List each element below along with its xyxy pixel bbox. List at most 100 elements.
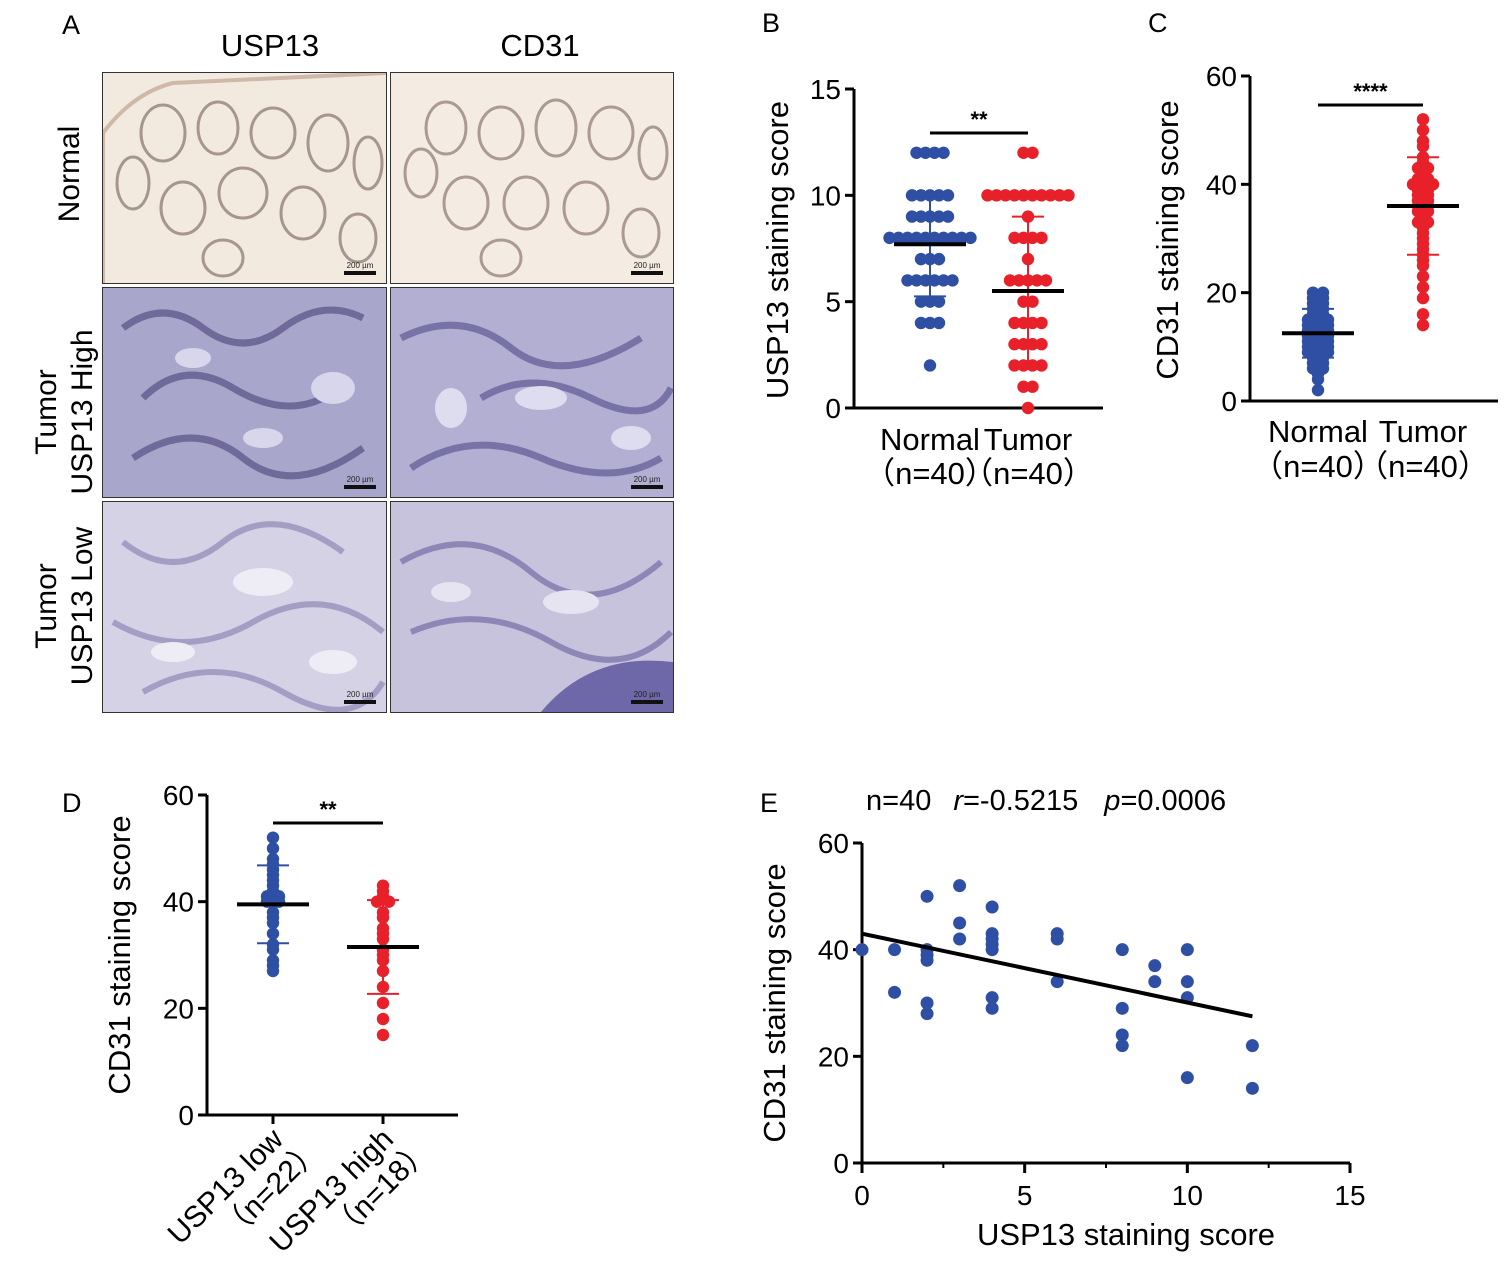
histology-image-tumor-low-usp13: 200 µm	[102, 501, 387, 713]
data-point	[920, 996, 934, 1010]
data-point-blue	[914, 252, 928, 266]
data-point-blue	[883, 231, 896, 245]
data-point-blue	[1311, 373, 1325, 386]
data-point	[1180, 1071, 1194, 1085]
data-point-blue	[266, 964, 280, 978]
data-point-red	[1026, 338, 1039, 351]
data-point-blue	[928, 274, 941, 287]
data-point-red	[1044, 189, 1057, 202]
data-point-red	[1017, 231, 1030, 245]
x-tick-label: 15	[1334, 1180, 1365, 1211]
y-tick-label: 60	[163, 780, 194, 811]
data-point	[1148, 959, 1162, 973]
scale-bar: 200 µm	[344, 475, 376, 489]
data-point	[953, 916, 967, 930]
y-tick-label: 60	[1206, 61, 1237, 92]
data-point-blue	[937, 274, 950, 287]
data-point	[1115, 1001, 1129, 1015]
chart-c: C 0 20 40 60 CD31 staining score Normal（n=40）T…	[1148, 8, 1498, 484]
data-point-red	[1039, 274, 1053, 287]
data-point-blue	[941, 189, 955, 202]
x-category-n: （n=40）	[1252, 449, 1384, 484]
regression-line	[861, 931, 1253, 1019]
histology-image-tumor-high-cd31: 200 µm	[390, 287, 674, 498]
column-header-usp13: USP13	[220, 28, 320, 63]
stats-annotation-part: =0.0006	[1120, 785, 1226, 817]
stats-annotation-part: =-0.5215	[963, 785, 1078, 817]
data-point-red	[376, 996, 390, 1010]
data-point-blue	[964, 231, 977, 245]
stats-annotation-part: r	[953, 785, 964, 817]
data-point-red	[990, 189, 1003, 202]
data-point-blue	[905, 210, 919, 223]
tissue-pattern	[103, 73, 386, 283]
y-tick-label: 60	[818, 828, 849, 859]
y-tick-label: 15	[810, 74, 841, 105]
data-point-red	[1017, 189, 1030, 202]
data-point	[855, 943, 869, 957]
y-axis-label: CD31 staining score	[1150, 100, 1185, 379]
data-point-red	[1416, 140, 1430, 153]
scale-bar: 200 µm	[631, 261, 663, 275]
y-tick-label: 40	[1206, 169, 1237, 200]
data-point-red	[1008, 316, 1021, 330]
tissue-pattern	[399, 321, 673, 477]
significance-label: **	[319, 797, 337, 822]
data-point-blue	[955, 231, 968, 245]
tissue-pattern	[399, 541, 673, 712]
scale-bar: 200 µm	[344, 690, 376, 704]
x-tick-label: 0	[854, 1180, 870, 1211]
data-point-blue	[919, 146, 932, 159]
y-tick-label: 5	[825, 287, 841, 318]
y-tick-label: 20	[163, 993, 194, 1024]
tissue-pattern	[120, 306, 366, 480]
data-point-red	[1035, 316, 1048, 330]
data-point-blue	[901, 274, 914, 287]
data-point-blue	[932, 210, 946, 223]
data-point-red	[1416, 318, 1430, 332]
data-point-red	[1035, 338, 1048, 351]
data-point-red	[1008, 189, 1021, 202]
scale-bar-label: 200 µm	[346, 690, 374, 699]
data-point-red	[1416, 281, 1430, 294]
y-tick-label: 0	[825, 393, 841, 424]
stats-annotation-part: p	[1103, 785, 1120, 817]
data-point-red	[1053, 189, 1066, 202]
x-category-n: （n=40）	[962, 456, 1094, 491]
data-point-blue	[946, 231, 959, 245]
data-point	[1050, 975, 1064, 989]
significance-label: **	[970, 107, 988, 132]
y-tick-label: 0	[833, 1148, 849, 1179]
data-point	[1245, 1039, 1259, 1053]
data-point-red	[1026, 231, 1039, 245]
x-axis-label: USP13 staining score	[977, 1217, 1275, 1252]
x-tick-label: 10	[1172, 1180, 1203, 1211]
data-point-blue	[914, 295, 928, 308]
y-tick-label: 40	[818, 935, 849, 966]
data-point	[888, 943, 902, 957]
histology-image-tumor-low-cd31: 200 µm	[390, 501, 674, 713]
scale-bar-label: 200 µm	[346, 261, 374, 270]
data-point-red	[1026, 146, 1039, 159]
data-point-blue	[910, 274, 923, 287]
scale-bar-label: 200 µm	[346, 475, 374, 484]
data-point	[888, 985, 902, 999]
data-point	[985, 943, 999, 957]
data-point	[985, 1001, 999, 1015]
data-point	[985, 900, 999, 914]
scale-bar: 200 µm	[631, 690, 663, 704]
histology-image-normal-usp13: 200 µm	[102, 72, 387, 284]
histology-image-normal-cd31: 200 µm	[390, 72, 674, 284]
data-point-red	[1008, 338, 1021, 351]
data-point	[1050, 932, 1064, 946]
data-point-red	[1026, 380, 1039, 393]
data-point-blue	[266, 943, 280, 956]
data-point-blue	[901, 231, 914, 245]
data-point	[1180, 975, 1194, 989]
data-point	[1115, 1039, 1129, 1053]
data-point-red	[1416, 259, 1430, 272]
data-point-red	[376, 1028, 390, 1042]
panel-letter: E	[760, 788, 778, 818]
y-axis-label: USP13 staining score	[760, 101, 795, 399]
